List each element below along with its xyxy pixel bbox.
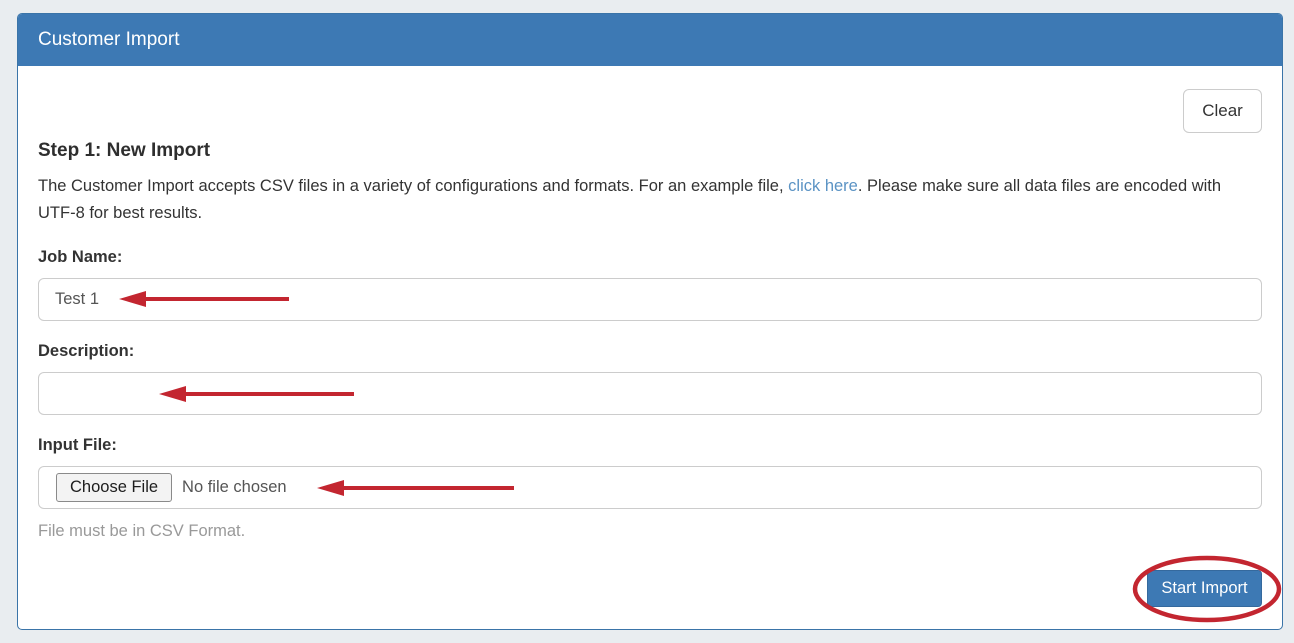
submit-row: Start Import: [38, 555, 1282, 623]
job-name-label: Job Name:: [38, 248, 123, 266]
description-label: Description:: [38, 342, 135, 360]
clear-button[interactable]: Clear: [1183, 89, 1262, 133]
job-name-input[interactable]: [38, 278, 1262, 321]
page-title: Customer Import: [38, 29, 180, 50]
file-format-help: File must be in CSV Format.: [38, 522, 246, 540]
description-input-wrap: [38, 372, 1262, 415]
file-chosen-status: No file chosen: [182, 478, 287, 496]
input-file-wrap: Choose File No file chosen: [38, 466, 1262, 509]
description-input[interactable]: [38, 372, 1262, 415]
intro-after-link: . Please make sure all data files are en…: [38, 177, 1222, 222]
job-name-group: Job Name:: [38, 248, 1262, 321]
file-input[interactable]: Choose File No file chosen: [38, 466, 1262, 509]
input-file-label: Input File:: [38, 436, 117, 454]
step-heading: Step 1: New Import: [38, 140, 211, 161]
panel-header: Customer Import: [18, 14, 1282, 66]
intro-before-link: The Customer Import accepts CSV files in…: [38, 177, 789, 195]
panel-body: Clear Step 1: New Import The Customer Im…: [18, 66, 1282, 623]
customer-import-panel: Customer Import Clear Step 1: New Import…: [17, 13, 1283, 630]
example-file-link[interactable]: click here: [788, 177, 858, 195]
description-group: Description:: [38, 342, 1262, 415]
input-file-group: Input File: Choose File No file chosen F…: [38, 436, 1262, 541]
job-name-input-wrap: [38, 278, 1262, 321]
clear-row: Clear: [38, 89, 1262, 133]
choose-file-button[interactable]: Choose File: [56, 473, 173, 502]
start-import-button[interactable]: Start Import: [1147, 570, 1262, 607]
intro-text: The Customer Import accepts CSV files in…: [38, 173, 1253, 227]
